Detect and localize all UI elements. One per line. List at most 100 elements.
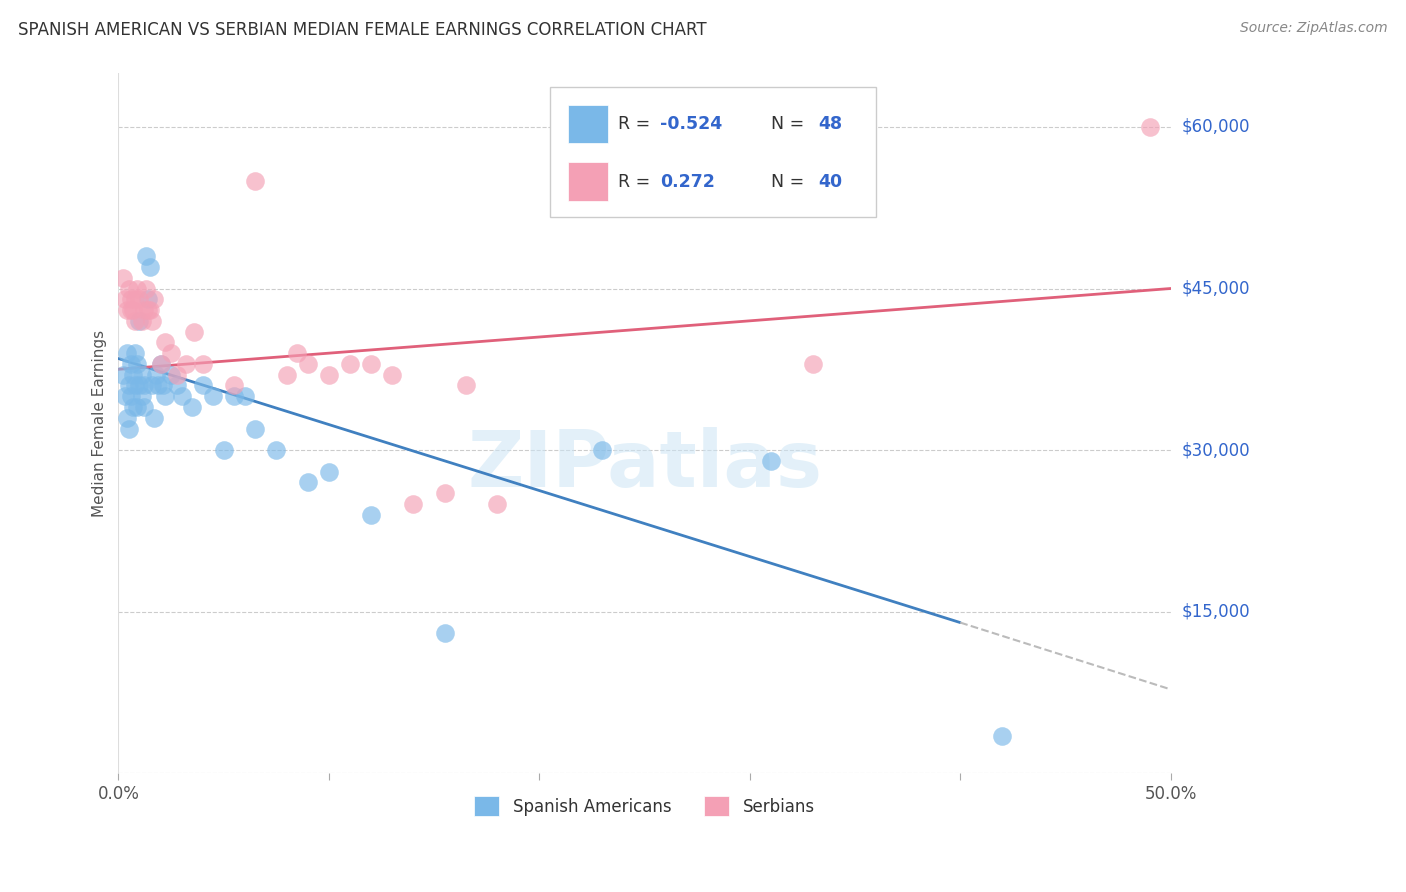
- Text: -0.524: -0.524: [661, 115, 723, 133]
- Point: [318, 465, 340, 479]
- Point: [118, 421, 141, 435]
- Point: [801, 357, 824, 371]
- Point: [339, 357, 361, 371]
- Point: [297, 357, 319, 371]
- Point: [276, 368, 298, 382]
- Point: [454, 378, 477, 392]
- Point: [433, 486, 456, 500]
- Text: R =: R =: [619, 172, 657, 191]
- Point: [174, 357, 197, 371]
- Point: [111, 368, 134, 382]
- Point: [297, 475, 319, 490]
- Point: [136, 303, 159, 318]
- Y-axis label: Median Female Earnings: Median Female Earnings: [93, 330, 107, 516]
- Point: [318, 368, 340, 382]
- Point: [143, 410, 166, 425]
- Point: [118, 378, 141, 392]
- Point: [153, 335, 176, 350]
- Text: $60,000: $60,000: [1182, 118, 1250, 136]
- Point: [160, 346, 183, 360]
- Point: [124, 293, 146, 307]
- Point: [145, 368, 167, 382]
- Point: [202, 389, 225, 403]
- Point: [264, 443, 287, 458]
- Point: [153, 389, 176, 403]
- Point: [132, 400, 155, 414]
- Point: [127, 400, 149, 414]
- Point: [135, 281, 157, 295]
- Point: [111, 270, 134, 285]
- Point: [115, 410, 138, 425]
- Text: N =: N =: [770, 115, 810, 133]
- Point: [128, 314, 150, 328]
- Point: [132, 303, 155, 318]
- Text: $45,000: $45,000: [1182, 279, 1250, 298]
- Point: [191, 378, 214, 392]
- Point: [149, 357, 172, 371]
- Point: [114, 293, 136, 307]
- Legend: Spanish Americans, Serbians: Spanish Americans, Serbians: [465, 788, 824, 824]
- Point: [991, 729, 1014, 743]
- Point: [127, 281, 149, 295]
- FancyBboxPatch shape: [568, 105, 607, 144]
- Point: [152, 378, 174, 392]
- Point: [136, 293, 159, 307]
- Point: [141, 314, 163, 328]
- Point: [141, 378, 163, 392]
- Point: [120, 293, 142, 307]
- Point: [591, 443, 613, 458]
- Point: [360, 508, 382, 522]
- Point: [131, 314, 153, 328]
- Text: ZIPatlas: ZIPatlas: [467, 427, 823, 503]
- Point: [212, 443, 235, 458]
- Point: [122, 368, 145, 382]
- Text: 40: 40: [818, 172, 842, 191]
- Text: N =: N =: [770, 172, 810, 191]
- Point: [122, 400, 145, 414]
- Point: [224, 378, 246, 392]
- Point: [120, 357, 142, 371]
- Text: SPANISH AMERICAN VS SERBIAN MEDIAN FEMALE EARNINGS CORRELATION CHART: SPANISH AMERICAN VS SERBIAN MEDIAN FEMAL…: [18, 21, 707, 39]
- Text: 48: 48: [818, 115, 842, 133]
- Point: [360, 357, 382, 371]
- Point: [115, 303, 138, 318]
- Point: [122, 303, 145, 318]
- Point: [131, 368, 153, 382]
- Point: [381, 368, 404, 382]
- Point: [1139, 120, 1161, 134]
- Point: [486, 497, 509, 511]
- Point: [128, 293, 150, 307]
- Point: [124, 346, 146, 360]
- Point: [127, 357, 149, 371]
- Point: [135, 249, 157, 263]
- Point: [166, 368, 188, 382]
- Point: [433, 626, 456, 640]
- Point: [120, 303, 142, 318]
- Point: [759, 454, 782, 468]
- Point: [149, 357, 172, 371]
- Point: [166, 378, 188, 392]
- Point: [402, 497, 425, 511]
- Text: $15,000: $15,000: [1182, 603, 1250, 621]
- Point: [131, 389, 153, 403]
- Text: $30,000: $30,000: [1182, 442, 1250, 459]
- Point: [285, 346, 308, 360]
- Point: [181, 400, 204, 414]
- Point: [183, 325, 205, 339]
- Text: Source: ZipAtlas.com: Source: ZipAtlas.com: [1240, 21, 1388, 36]
- Point: [128, 378, 150, 392]
- Point: [160, 368, 183, 382]
- Point: [233, 389, 256, 403]
- Point: [120, 389, 142, 403]
- Point: [143, 293, 166, 307]
- Point: [170, 389, 193, 403]
- Point: [224, 389, 246, 403]
- Point: [245, 421, 267, 435]
- Point: [115, 346, 138, 360]
- Point: [132, 378, 155, 392]
- Point: [139, 303, 162, 318]
- FancyBboxPatch shape: [550, 87, 876, 217]
- Point: [148, 378, 170, 392]
- Point: [114, 389, 136, 403]
- Text: R =: R =: [619, 115, 657, 133]
